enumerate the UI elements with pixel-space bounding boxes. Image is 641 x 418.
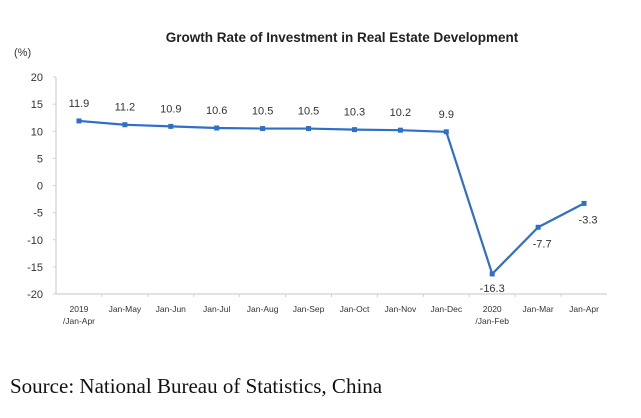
data-point xyxy=(260,126,266,132)
x-tick-label: /Jan-Apr xyxy=(63,316,95,326)
x-tick-label: /Jan-Feb xyxy=(475,316,509,326)
data-point xyxy=(397,127,403,133)
y-tick-label: -5 xyxy=(33,208,43,220)
y-tick-label: 5 xyxy=(37,153,43,165)
data-point xyxy=(443,129,449,135)
data-point xyxy=(535,224,541,230)
series xyxy=(76,118,587,277)
x-tick-label: Jan-Mar xyxy=(523,304,554,314)
chart: Growth Rate of Investment in Real Estate… xyxy=(14,30,607,326)
data-label: 10.9 xyxy=(160,103,181,115)
x-tick-label: Jan-Sep xyxy=(293,304,325,314)
data-label: 11.9 xyxy=(69,98,90,110)
x-tick-label: Jan-Aug xyxy=(247,304,279,314)
data-point xyxy=(306,126,312,132)
source-note: Source: National Bureau of Statistics, C… xyxy=(10,374,383,398)
x-tick-label: Jan-Dec xyxy=(430,304,462,314)
y-ticks: 20 15 10 5 0 -5 -10 -15 -20 xyxy=(27,72,56,301)
data-point xyxy=(168,123,174,129)
data-label: 10.2 xyxy=(390,107,411,119)
x-tick-label: Jan-Oct xyxy=(340,304,370,314)
y-tick-label: -10 xyxy=(27,235,43,247)
data-label: 10.5 xyxy=(298,106,319,118)
data-point xyxy=(122,122,128,128)
data-point xyxy=(351,127,357,133)
data-label: 9.9 xyxy=(439,109,454,121)
x-ticks: 2019/Jan-Apr Jan-May Jan-Jun Jan-Jul Jan-Aug… xyxy=(63,294,599,326)
data-point xyxy=(76,118,82,124)
data-label: 10.5 xyxy=(252,106,273,118)
data-label: 11.2 xyxy=(115,102,136,114)
y-tick-label: 20 xyxy=(31,72,43,84)
x-tick-label: Jan-Jun xyxy=(156,304,187,314)
data-label: -3.3 xyxy=(579,214,598,226)
y-axis-unit-label: (%) xyxy=(14,47,31,59)
x-tick-label: Jan-Apr xyxy=(569,304,599,314)
y-tick-label: 15 xyxy=(31,99,43,111)
x-tick-label: Jan-Jul xyxy=(203,304,231,314)
data-label: -7.7 xyxy=(533,238,552,250)
x-tick-label: Jan-Nov xyxy=(385,304,417,314)
x-tick-label: 2019 xyxy=(69,304,88,314)
x-tick-label: 2020 xyxy=(483,304,502,314)
series-line xyxy=(78,119,585,276)
data-point xyxy=(489,271,495,277)
y-tick-label: -15 xyxy=(27,262,43,274)
data-label: -16.3 xyxy=(480,283,505,295)
data-labels: 11.9 11.2 10.9 10.6 10.5 10.5 10.3 10.2 9.9 -16.3… xyxy=(69,98,598,295)
data-label: 10.6 xyxy=(206,105,227,117)
data-label: 10.3 xyxy=(344,107,365,119)
y-tick-label: 0 xyxy=(37,181,43,193)
chart-title: Growth Rate of Investment in Real Estate… xyxy=(166,30,519,45)
x-tick-label: Jan-May xyxy=(109,304,142,314)
data-point xyxy=(581,200,587,206)
y-tick-label: -20 xyxy=(27,289,43,301)
y-tick-label: 10 xyxy=(31,126,43,138)
data-point xyxy=(214,125,220,131)
axes xyxy=(55,77,607,295)
